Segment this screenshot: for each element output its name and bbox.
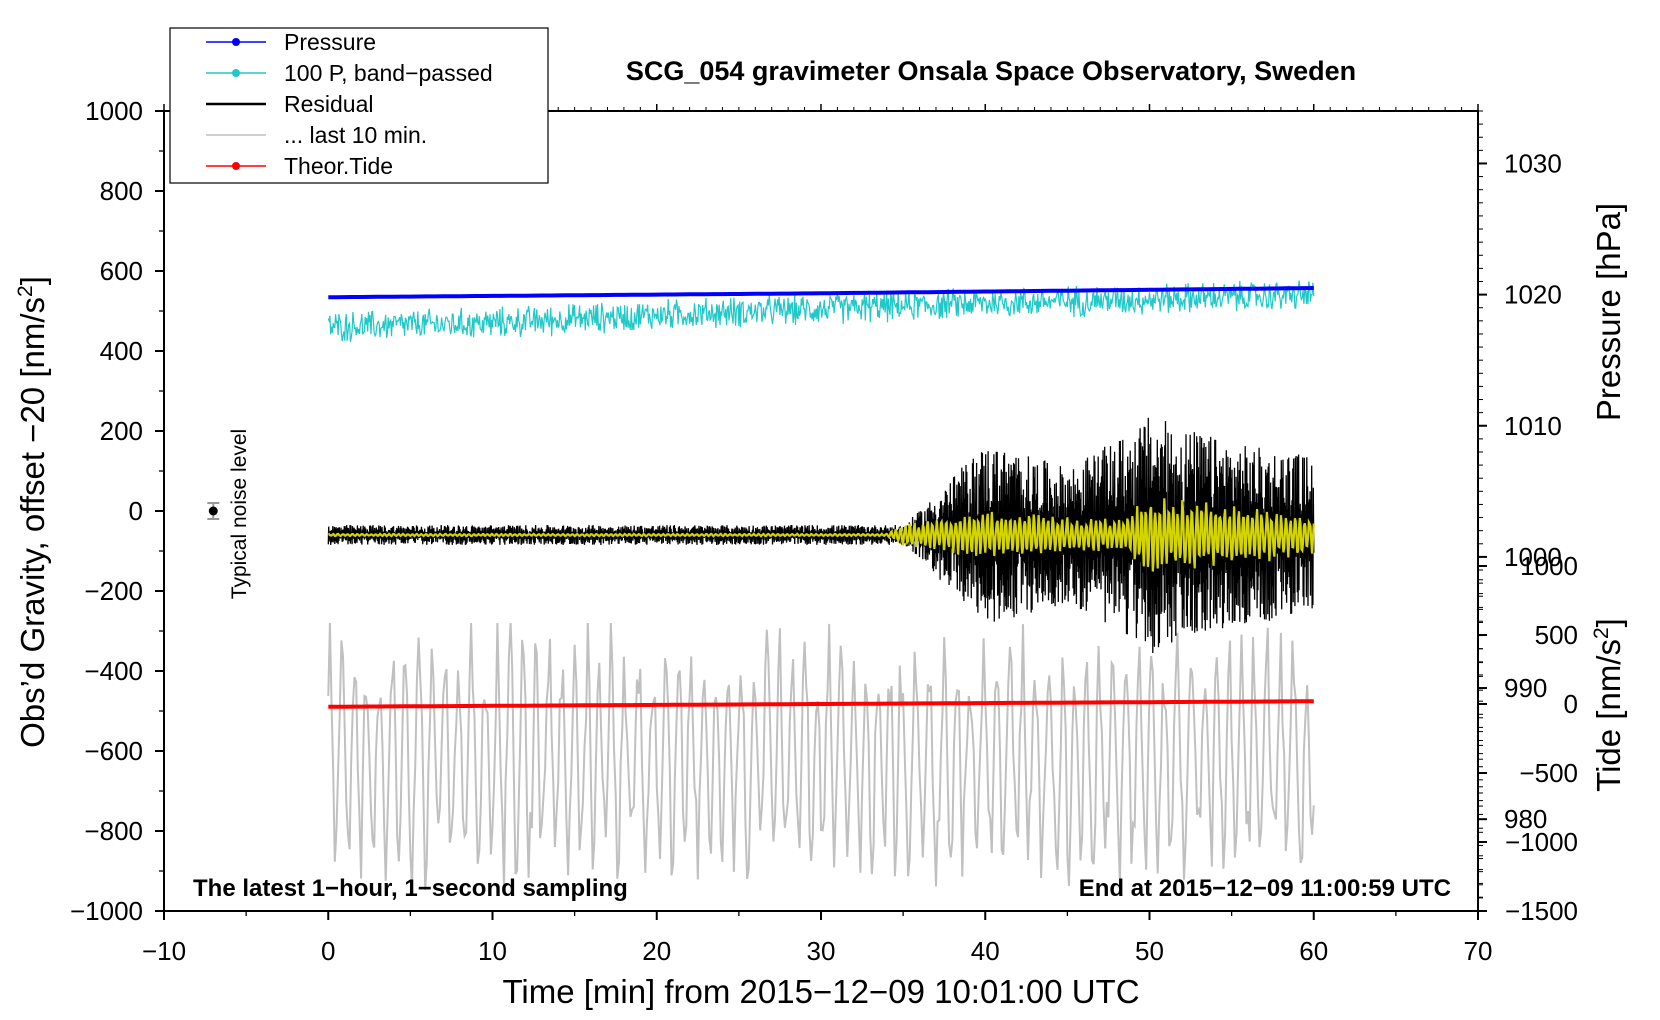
- x-axis-label: Time [min] from 2015−12−09 10:01:00 UTC: [502, 973, 1139, 1010]
- gravity-series-group: [327, 280, 1315, 891]
- legend-box: [169, 27, 549, 184]
- legend-label: Residual: [284, 91, 374, 117]
- x-tick-label: 20: [642, 936, 671, 966]
- x-tick-label: −10: [142, 936, 186, 966]
- y-tick-label: 600: [100, 256, 143, 286]
- x-axis: −10 0 10 20 30 40 50 60 70: [142, 104, 1493, 966]
- pressure-tick-label: 980: [1504, 804, 1547, 834]
- legend-label: ... last 10 min.: [284, 122, 427, 148]
- y-tick-label: 0: [129, 496, 143, 526]
- noise-level-label: Typical noise level: [228, 429, 251, 599]
- y-tick-label: −600: [84, 736, 143, 766]
- y-tick-label: 1000: [85, 96, 143, 126]
- series-residual: [327, 417, 1315, 654]
- pressure-tick-label: 1010: [1504, 411, 1562, 441]
- x-tick-label: 50: [1135, 936, 1164, 966]
- y-axis-label-tide: Tide [nm/s2]: [1590, 618, 1627, 792]
- legend: Pressure 100 P, band−passed Residual ... la…: [169, 27, 549, 184]
- legend-label: Pressure: [284, 29, 376, 55]
- x-tick-label: 0: [321, 936, 335, 966]
- tide-tick-label: −500: [1519, 758, 1578, 788]
- x-tick-label: 10: [478, 936, 507, 966]
- legend-label: Theor.Tide: [284, 153, 393, 179]
- y-tick-label: −1000: [70, 896, 143, 926]
- pressure-tick-label: 1000: [1504, 542, 1562, 572]
- y-tick-label: 200: [100, 416, 143, 446]
- series-smoothed-residual: [328, 498, 1315, 572]
- x-tick-label: 70: [1464, 936, 1493, 966]
- y-axis-pressure: 1030 1020 1010 1000 990 980: [1478, 110, 1562, 899]
- y-axis-tide: 1000 500 0 −500 −1000 −1500: [1478, 551, 1578, 926]
- series-theor-tide: [328, 699, 1314, 709]
- x-tick-label: 30: [807, 936, 836, 966]
- series-pressure: [328, 286, 1314, 300]
- tide-tick-label: 500: [1535, 620, 1578, 650]
- x-tick-label: 60: [1299, 936, 1328, 966]
- annotation-bottom-right: End at 2015−12−09 11:00:59 UTC: [1079, 875, 1451, 902]
- tide-tick-label: 0: [1564, 689, 1578, 719]
- series-last-10-min: [327, 622, 1315, 891]
- noise-point: [208, 506, 218, 516]
- chart-title: SCG_054 gravimeter Onsala Space Observat…: [626, 56, 1356, 86]
- legend-marker: [232, 162, 240, 170]
- series-100p-band-passed: [327, 280, 1315, 343]
- x-tick-label: 40: [971, 936, 1000, 966]
- y-axis-gravity: 1000 800 600 400 200 0 −200 −400 −600 −800 −1000: [70, 96, 164, 926]
- pressure-tick-label: 1020: [1504, 280, 1562, 310]
- legend-label: 100 P, band−passed: [284, 60, 493, 86]
- y-axis-label-gravity: Obs’d Gravity, offset −20 [nm/s2]: [14, 276, 51, 748]
- pressure-tick-label: 1030: [1504, 148, 1562, 178]
- noise-level-marker: Typical noise level: [207, 429, 251, 599]
- y-tick-label: −800: [84, 816, 143, 846]
- y-tick-label: 800: [100, 176, 143, 206]
- pressure-tick-label: 990: [1504, 673, 1547, 703]
- annotation-bottom-left: The latest 1−hour, 1−second sampling: [193, 875, 628, 902]
- y-tick-label: −200: [84, 576, 143, 606]
- legend-marker: [232, 38, 240, 46]
- tide-tick-label: −1500: [1505, 896, 1578, 926]
- tide-tick-label: −1000: [1505, 827, 1578, 857]
- tide-tick-label: 1000: [1520, 551, 1578, 581]
- y-tick-label: 400: [100, 336, 143, 366]
- legend-marker: [232, 69, 240, 77]
- y-tick-label: −400: [84, 656, 143, 686]
- y-axis-label-pressure: Pressure [hPa]: [1590, 203, 1627, 421]
